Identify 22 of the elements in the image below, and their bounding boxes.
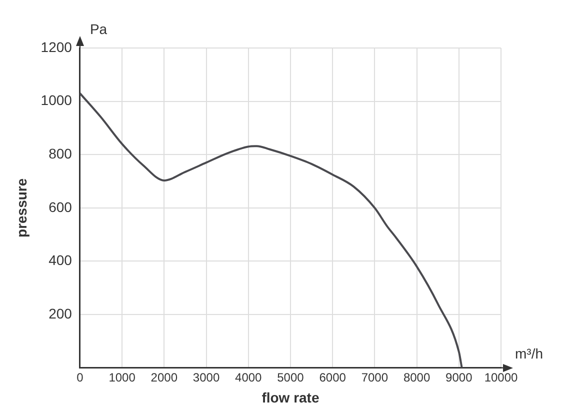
y-tick-label: 600 [48, 198, 72, 215]
x-tick-label: 6000 [319, 370, 346, 384]
text: Pa [90, 20, 108, 37]
y-tick-label: 1000 [40, 92, 72, 108]
y-tick-label: 800 [48, 145, 72, 162]
x-tick-label: 0 [76, 370, 84, 384]
x-tick-label: 10000 [484, 370, 518, 384]
x-tick-label: 5000 [277, 370, 304, 384]
line-series [80, 92, 463, 368]
y-axis-title: pressure [13, 178, 30, 238]
x-tick-label: 2000 [150, 370, 178, 384]
x-tick-label: 3000 [192, 370, 220, 384]
y-tick-label: 400 [48, 252, 72, 268]
y-tick-label: 200 [48, 305, 72, 322]
y-tick-label: 1200 [40, 38, 72, 55]
x-tick-label: 1000 [108, 370, 136, 384]
x-tick-label: 9000 [446, 370, 473, 384]
x-tick-label: 8000 [403, 370, 430, 384]
x-tick-label: 4000 [235, 370, 262, 384]
x-axis-title: flow rate [262, 389, 320, 406]
text: m³/h [515, 346, 543, 362]
x-tick-label: 7000 [361, 370, 388, 384]
